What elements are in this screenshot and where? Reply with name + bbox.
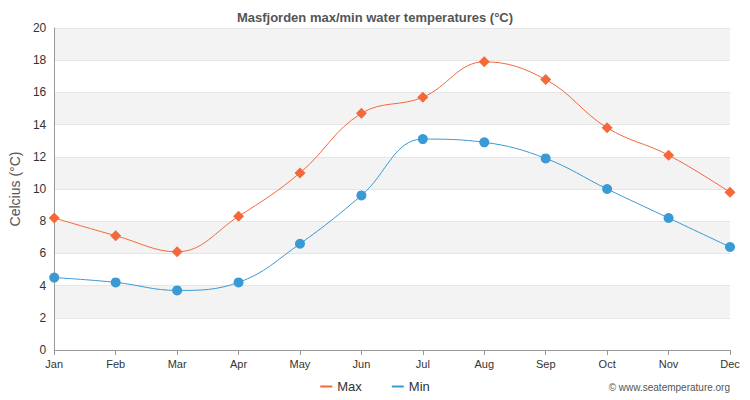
- svg-text:Min: Min: [409, 379, 430, 394]
- svg-text:Oct: Oct: [599, 358, 616, 370]
- svg-text:10: 10: [33, 182, 47, 196]
- svg-text:Celcius (°C): Celcius (°C): [7, 152, 23, 227]
- svg-text:Nov: Nov: [659, 358, 679, 370]
- svg-text:4: 4: [40, 279, 47, 293]
- svg-text:Aug: Aug: [474, 358, 494, 370]
- svg-text:6: 6: [40, 246, 47, 260]
- svg-text:Sep: Sep: [536, 358, 556, 370]
- svg-text:14: 14: [33, 118, 47, 132]
- svg-text:Max: Max: [337, 379, 362, 394]
- svg-text:18: 18: [33, 53, 47, 67]
- svg-text:Dec: Dec: [720, 358, 740, 370]
- svg-text:12: 12: [33, 150, 47, 164]
- svg-text:Jun: Jun: [353, 358, 371, 370]
- svg-text:May: May: [290, 358, 311, 370]
- svg-text:Apr: Apr: [230, 358, 247, 370]
- svg-text:Feb: Feb: [106, 358, 125, 370]
- svg-text:2: 2: [40, 311, 47, 325]
- svg-text:0: 0: [40, 343, 47, 357]
- svg-text:Jul: Jul: [416, 358, 430, 370]
- svg-text:20: 20: [33, 21, 47, 35]
- svg-text:8: 8: [40, 214, 47, 228]
- svg-text:Mar: Mar: [168, 358, 187, 370]
- svg-text:© www.seatemperature.org: © www.seatemperature.org: [609, 382, 730, 393]
- svg-text:Masfjorden max/min water tempe: Masfjorden max/min water temperatures (°…: [237, 10, 513, 25]
- svg-text:Jan: Jan: [45, 358, 63, 370]
- svg-text:16: 16: [33, 85, 47, 99]
